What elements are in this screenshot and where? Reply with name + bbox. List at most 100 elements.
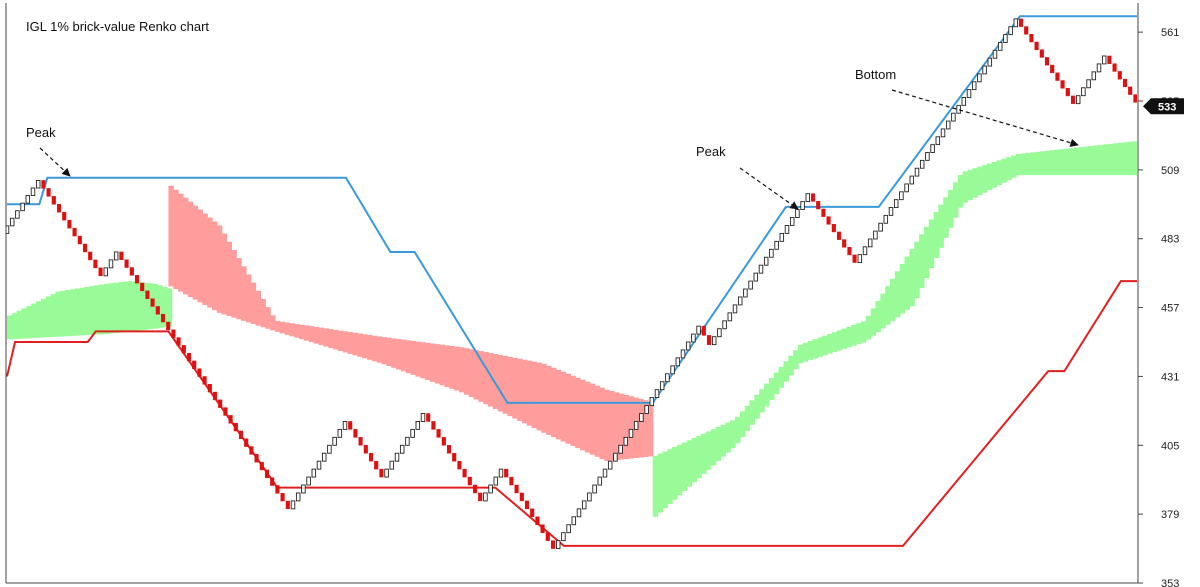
bear-cloud-segment xyxy=(187,201,194,297)
bear-cloud-segment xyxy=(352,332,358,356)
bull-cloud-segment xyxy=(846,326,852,348)
renko-down-brick xyxy=(1144,110,1148,118)
bear-cloud-segment xyxy=(521,359,528,424)
bull-cloud-segment xyxy=(948,189,954,228)
renko-down-brick xyxy=(524,500,530,510)
bull-cloud-segment xyxy=(860,321,867,343)
bull-cloud-segment xyxy=(870,308,877,336)
renko-down-brick xyxy=(202,376,207,385)
renko-up-brick xyxy=(389,460,395,470)
renko-down-brick xyxy=(51,196,56,205)
bear-cloud-segment xyxy=(570,375,576,446)
bear-cloud-segment xyxy=(207,217,213,308)
renko-up-brick xyxy=(857,254,863,263)
renko-down-brick xyxy=(150,298,155,307)
annotation-arrow-bottom xyxy=(891,89,1079,147)
renko-up-brick xyxy=(883,214,889,224)
renko-up-brick xyxy=(992,49,998,59)
bear-cloud-segment xyxy=(439,344,446,386)
bull-cloud-segment xyxy=(55,291,61,337)
renko-up-brick xyxy=(789,217,795,226)
bull-cloud-segment xyxy=(1132,141,1137,176)
bull-cloud-segment xyxy=(725,422,731,453)
bear-cloud-segment xyxy=(192,205,199,300)
upper-channel-line xyxy=(7,15,1137,404)
renko-up-brick xyxy=(103,267,109,277)
renko-up-brick xyxy=(743,288,748,298)
last-price-badge-shape xyxy=(1143,98,1184,115)
bear-cloud-segment xyxy=(536,362,542,431)
renko-down-brick xyxy=(358,437,363,446)
renko-up-brick xyxy=(930,144,935,153)
renko-up-brick xyxy=(581,500,587,510)
renko-down-brick xyxy=(270,477,275,486)
renko-up-brick xyxy=(561,532,566,542)
renko-up-brick xyxy=(483,492,488,502)
bull-cloud-segment xyxy=(60,290,66,337)
bear-cloud-segment xyxy=(604,389,610,462)
renko-down-brick xyxy=(540,524,545,533)
bull-cloud-segment xyxy=(952,182,959,218)
bear-cloud-segment xyxy=(265,307,271,329)
renko-down-brick xyxy=(836,231,842,240)
renko-up-brick xyxy=(306,476,311,486)
renko-down-brick xyxy=(446,445,452,454)
bull-cloud-segment xyxy=(1015,153,1022,176)
bear-cloud-segment xyxy=(371,335,378,362)
bear-cloud-segment xyxy=(478,351,484,402)
renko-up-brick xyxy=(758,264,764,274)
bull-cloud-segment xyxy=(899,263,906,314)
renko-up-brick xyxy=(899,191,904,201)
bull-cloud-segment xyxy=(977,166,983,196)
bear-cloud-segment xyxy=(638,398,644,458)
renko-up-brick xyxy=(966,89,972,98)
renko-up-brick xyxy=(873,230,878,240)
renko-up-brick xyxy=(321,452,327,462)
renko-up-brick xyxy=(888,207,894,216)
renko-up-brick xyxy=(893,199,899,208)
renko-up-brick xyxy=(680,349,686,359)
bull-cloud-segment xyxy=(1030,152,1036,176)
bear-cloud-segment xyxy=(459,347,465,393)
renko-up-brick xyxy=(566,524,571,534)
renko-up-brick xyxy=(342,420,348,430)
bear-cloud-segment xyxy=(173,189,179,290)
bull-cloud-segment xyxy=(161,286,168,328)
bull-cloud-segment xyxy=(657,453,663,513)
renko-down-brick xyxy=(171,329,176,338)
bull-cloud-segment xyxy=(36,301,42,338)
renko-down-brick xyxy=(478,492,483,502)
bull-cloud-segment xyxy=(7,315,13,340)
renko-up-brick xyxy=(961,97,967,106)
renko-down-brick xyxy=(441,437,446,446)
bear-cloud-segment xyxy=(284,322,291,335)
lower-channel-line xyxy=(6,280,1137,547)
bull-cloud-segment xyxy=(142,282,149,330)
bull-cloud-segment xyxy=(957,174,964,208)
renko-down-brick xyxy=(280,493,285,502)
bull-cloud-segment xyxy=(710,429,717,466)
bull-cloud-segment xyxy=(1044,150,1051,176)
renko-up-brick xyxy=(748,280,753,290)
renko-up-brick xyxy=(1101,55,1107,65)
renko-up-brick xyxy=(1180,123,1184,131)
bear-cloud-segment xyxy=(483,352,489,405)
y-tick-label: 483 xyxy=(1161,234,1179,246)
renko-up-brick xyxy=(602,468,608,478)
bear-cloud-segment xyxy=(279,321,286,334)
bear-cloud-segment xyxy=(555,369,562,440)
bear-cloud-segment xyxy=(468,349,475,398)
bull-cloud-segment xyxy=(1074,147,1080,176)
renko-down-brick xyxy=(821,208,826,217)
renko-up-brick xyxy=(639,413,644,422)
bear-cloud-segment xyxy=(575,377,581,449)
bear-cloud-segment xyxy=(308,326,315,343)
renko-down-brick xyxy=(852,254,857,263)
renko-down-brick xyxy=(93,259,98,269)
renko-up-brick xyxy=(987,57,993,67)
renko-down-brick xyxy=(166,321,171,331)
bear-cloud-segment xyxy=(580,379,586,451)
bull-cloud-segment xyxy=(856,323,862,345)
bull-cloud-segment xyxy=(1117,142,1124,176)
renko-down-brick xyxy=(1065,87,1070,97)
